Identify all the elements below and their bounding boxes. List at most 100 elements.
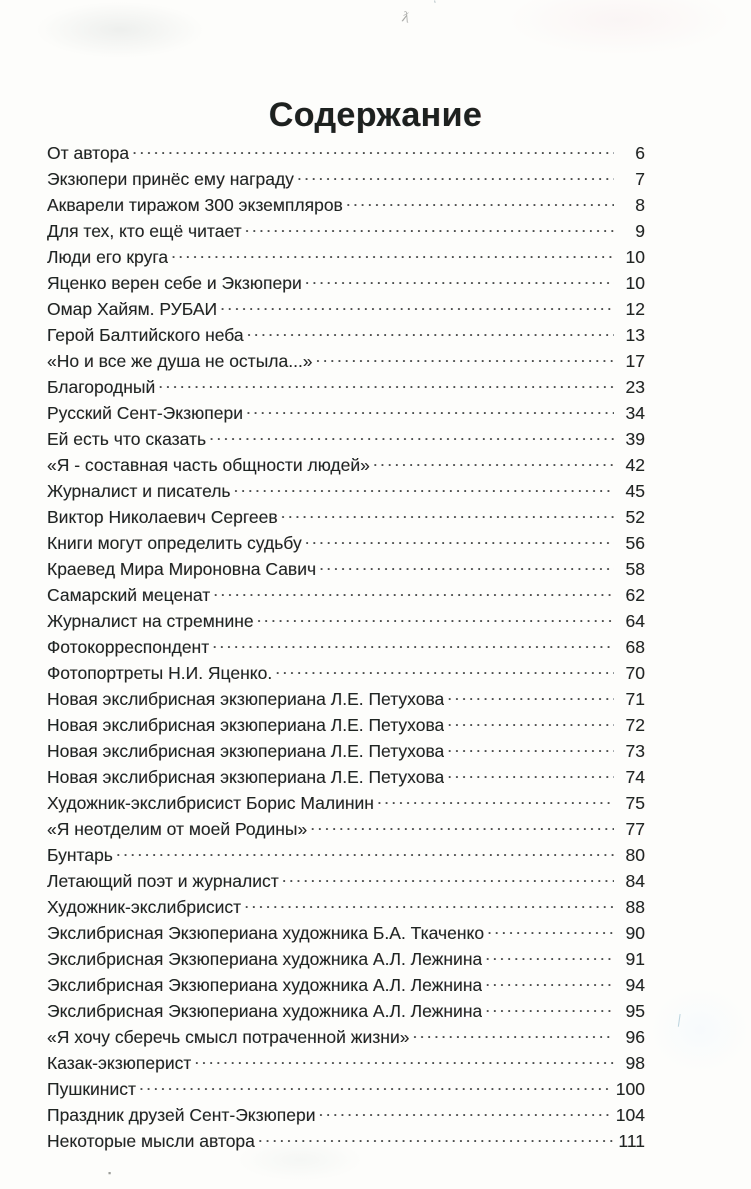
toc-leader-dots — [220, 297, 614, 315]
toc-entry-page-number: 7 — [635, 168, 645, 189]
toc-entry[interactable]: Бунтарь 80 — [47, 843, 645, 869]
scan-artifact-bottom-dot: ▪ — [108, 1168, 112, 1178]
toc-entry[interactable]: Некоторые мысли автора 111 — [47, 1129, 645, 1155]
toc-leader-dots — [194, 1051, 614, 1069]
toc-entry[interactable]: Омар Хайям. РУБАИ 12 — [47, 297, 645, 323]
toc-entry[interactable]: Экзюпери принёс ему награду 7 — [47, 167, 645, 193]
toc-entry-page-number: 100 — [615, 1078, 645, 1099]
toc-entry[interactable]: Виктор Николаевич Сергеев 52 — [47, 505, 645, 531]
toc-entry-title: Виктор Николаевич Сергеев — [47, 506, 278, 527]
toc-leader-dots — [305, 531, 614, 549]
toc-entry-page-number: 111 — [618, 1130, 645, 1151]
toc-entry-page-number: 91 — [625, 948, 645, 969]
toc-entry[interactable]: Журналист на стремнине 64 — [47, 609, 645, 635]
toc-entry[interactable]: «Я - составная часть общности людей» 42 — [47, 453, 645, 479]
toc-entry[interactable]: Праздник друзей Сент-Экзюпери 104 — [47, 1103, 645, 1129]
toc-entry[interactable]: Фотокорреспондент 68 — [47, 635, 645, 661]
toc-entry-title: Краевед Мира Мироновна Савич — [47, 558, 317, 579]
toc-leader-dots — [319, 1103, 611, 1121]
toc-entry[interactable]: Благородный 23 — [47, 375, 645, 401]
toc-entry[interactable]: Художник-экслибрисист Борис Малинин 75 — [47, 791, 645, 817]
toc-entry[interactable]: Пушкинист 100 — [47, 1077, 645, 1103]
toc-entry[interactable]: Художник-экслибрисист 88 — [47, 895, 645, 921]
toc-leader-dots — [282, 869, 614, 887]
toc-entry[interactable]: Акварели тиражом 300 экземпляров 8 — [47, 193, 645, 219]
toc-entry-title: «Я - составная часть общности людей» — [47, 454, 370, 475]
toc-leader-dots — [447, 713, 614, 731]
toc-entry-page-number: 58 — [625, 558, 645, 579]
toc-entry-title: Экслибрисная Экзюпериана художника Б.А. … — [47, 922, 485, 943]
toc-leader-dots — [447, 765, 614, 783]
toc-leader-dots — [485, 973, 614, 991]
toc-entry-title: «Но и все же душа не остыла...» — [47, 350, 313, 371]
toc-leader-dots — [234, 479, 614, 497]
toc-entry[interactable]: От автора 6 — [47, 141, 645, 167]
toc-entry-page-number: 42 — [625, 454, 645, 475]
scan-artifact-top-tick: ƛ — [400, 9, 412, 27]
toc-entry[interactable]: Самарский меценат 62 — [47, 583, 645, 609]
toc-entry-title: Экслибрисная Экзюпериана художника А.Л. … — [47, 1000, 483, 1021]
table-of-contents-list: От автора 6 Экзюпери принёс ему награду 7 Ак… — [47, 141, 645, 1155]
toc-entry-title: Новая экслибрисная экзюпериана Л.Е. Пету… — [47, 740, 445, 761]
scan-artifact-right-mark: ∣ — [675, 1011, 684, 1028]
toc-entry-page-number: 95 — [625, 1000, 645, 1021]
toc-entry-page-number: 88 — [625, 896, 645, 917]
toc-leader-dots — [447, 687, 614, 705]
toc-entry[interactable]: Новая экслибрисная экзюпериана Л.Е. Пету… — [47, 739, 645, 765]
toc-leader-dots — [213, 583, 614, 601]
toc-entry[interactable]: Экслибрисная Экзюпериана художника А.Л. … — [47, 999, 645, 1025]
toc-entry-title: Акварели тиражом 300 экземпляров — [47, 194, 343, 215]
toc-entry-title: Яценко верен себе и Экзюпери — [47, 272, 302, 293]
toc-leader-dots — [487, 921, 614, 939]
toc-entry[interactable]: Фотопортреты Н.И. Яценко. 70 — [47, 661, 645, 687]
toc-leader-dots — [245, 219, 614, 237]
toc-entry[interactable]: Люди его круга 10 — [47, 245, 645, 271]
toc-entry[interactable]: Экслибрисная Экзюпериана художника А.Л. … — [47, 973, 645, 999]
toc-entry-page-number: 72 — [625, 714, 645, 735]
toc-entry-page-number: 8 — [635, 194, 645, 215]
toc-leader-dots — [257, 609, 614, 627]
toc-entry-title: Казак-экзюперист — [47, 1052, 192, 1073]
toc-leader-dots — [258, 1129, 613, 1147]
toc-entry[interactable]: Экслибрисная Экзюпериана художника Б.А. … — [47, 921, 645, 947]
toc-entry-title: Журналист и писатель — [47, 480, 231, 501]
toc-entry-page-number: 104 — [615, 1104, 645, 1125]
toc-entry-title: Летающий поэт и журналист — [47, 870, 279, 891]
toc-leader-dots — [171, 245, 614, 263]
toc-entry-title: Фотокорреспондент — [47, 636, 210, 657]
toc-entry[interactable]: «Я хочу сберечь смысл потраченной жизни»… — [47, 1025, 645, 1051]
toc-leader-dots — [485, 999, 614, 1017]
toc-entry[interactable]: «Я неотделим от моей Родины» 77 — [47, 817, 645, 843]
toc-leader-dots — [116, 843, 614, 861]
toc-leader-dots — [244, 895, 614, 913]
toc-entry[interactable]: Для тех, кто ещё читает 9 — [47, 219, 645, 245]
toc-entry-page-number: 84 — [625, 870, 645, 891]
toc-entry[interactable]: Казак-экзюперист 98 — [47, 1051, 645, 1077]
toc-entry-page-number: 52 — [625, 506, 645, 527]
toc-entry[interactable]: «Но и все же душа не остыла...» 17 — [47, 349, 645, 375]
toc-entry-page-number: 80 — [625, 844, 645, 865]
toc-entry[interactable]: Новая экслибрисная экзюпериана Л.Е. Пету… — [47, 765, 645, 791]
toc-entry[interactable]: Новая экслибрисная экзюпериана Л.Е. Пету… — [47, 687, 645, 713]
toc-leader-dots — [281, 505, 614, 523]
toc-leader-dots — [447, 739, 614, 757]
toc-entry[interactable]: Русский Сент-Экзюпери 34 — [47, 401, 645, 427]
toc-entry[interactable]: Экслибрисная Экзюпериана художника А.Л. … — [47, 947, 645, 973]
toc-entry[interactable]: Журналист и писатель 45 — [47, 479, 645, 505]
toc-entry-title: Экзюпери принёс ему награду — [47, 168, 294, 189]
toc-entry-title: Праздник друзей Сент-Экзюпери — [47, 1104, 316, 1125]
toc-entry[interactable]: Герой Балтийского неба 13 — [47, 323, 645, 349]
toc-leader-dots — [305, 271, 614, 289]
toc-entry-page-number: 9 — [635, 220, 645, 241]
toc-entry-title: От автора — [47, 142, 130, 163]
toc-entry-title: Новая экслибрисная экзюпериана Л.Е. Пету… — [47, 714, 445, 735]
toc-entry[interactable]: Ей есть что сказать 39 — [47, 427, 645, 453]
toc-entry[interactable]: Книги могут определить судьбу 56 — [47, 531, 645, 557]
toc-entry[interactable]: Яценко верен себе и Экзюпери 10 — [47, 271, 645, 297]
toc-entry[interactable]: Новая экслибрисная экзюпериана Л.Е. Пету… — [47, 713, 645, 739]
toc-leader-dots — [316, 349, 614, 367]
toc-entry-page-number: 12 — [625, 298, 645, 319]
toc-entry[interactable]: Летающий поэт и журналист 84 — [47, 869, 645, 895]
toc-entry[interactable]: Краевед Мира Мироновна Савич 58 — [47, 557, 645, 583]
